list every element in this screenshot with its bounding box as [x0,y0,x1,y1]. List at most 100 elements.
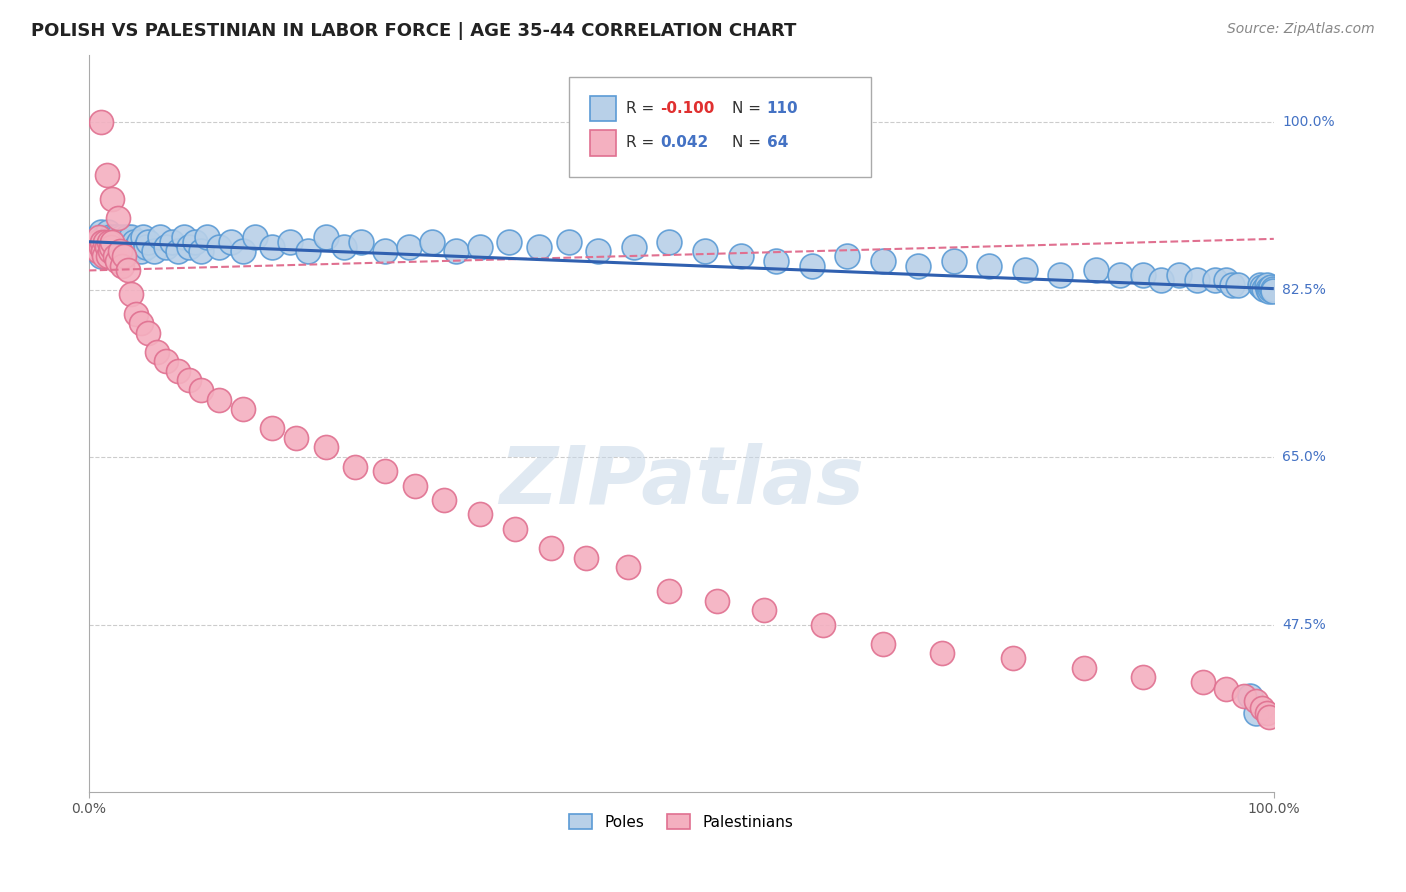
Point [617,560,640,574]
Point [931,646,953,660]
Point [96,249,118,263]
Point [1014,263,1036,277]
Point [97,225,120,239]
Point [160,235,183,249]
Point [1249,277,1271,292]
Point [98,244,121,259]
Point [108,244,131,259]
Text: N =: N = [733,136,766,151]
Point [1168,268,1191,283]
Point [149,230,172,244]
Point [208,392,231,407]
Point [730,249,752,263]
Point [195,230,218,244]
Point [190,244,212,259]
Point [1244,694,1267,708]
Point [97,235,120,249]
Point [1256,706,1278,721]
Point [142,244,165,259]
Point [505,522,527,536]
Point [444,244,467,259]
Point [89,235,111,249]
Point [173,230,195,244]
Text: -0.100: -0.100 [659,101,714,116]
Point [96,235,118,249]
Point [166,244,188,259]
Point [87,244,110,259]
Text: 64: 64 [766,136,787,151]
Point [136,235,159,249]
Point [89,230,111,244]
Point [278,235,301,249]
Point [1256,277,1278,292]
Point [155,239,177,253]
Point [1215,273,1237,287]
Point [108,235,131,249]
Point [90,239,112,253]
Text: 47.5%: 47.5% [1282,617,1326,632]
Point [404,479,426,493]
Point [232,402,254,417]
Point [433,493,456,508]
Point [107,211,129,225]
Point [90,115,112,129]
Point [100,239,122,253]
Point [422,235,444,249]
Point [942,253,965,268]
Point [104,235,127,249]
FancyBboxPatch shape [568,78,870,177]
Point [120,230,142,244]
Point [93,249,115,263]
Point [1150,273,1173,287]
Point [468,508,491,522]
Point [91,235,114,249]
Point [1185,273,1208,287]
Point [1251,279,1274,293]
Point [1049,268,1071,283]
Point [83,239,105,253]
Point [120,244,142,259]
Point [706,593,728,607]
Point [91,244,114,259]
Point [813,617,835,632]
Point [557,235,579,249]
Point [94,239,117,253]
Point [107,239,129,253]
Point [93,244,115,259]
Point [1244,706,1267,721]
Point [297,244,319,259]
Point [344,459,367,474]
Point [105,230,128,244]
Point [105,253,128,268]
Point [232,244,254,259]
Point [179,374,201,388]
Bar [591,130,616,156]
Point [575,550,598,565]
Point [166,364,188,378]
Point [135,239,157,253]
Point [179,239,201,253]
Point [86,235,108,249]
Text: 82.5%: 82.5% [1282,283,1326,296]
Point [93,230,115,244]
Point [121,239,143,253]
Legend: Poles, Palestinians: Poles, Palestinians [564,807,800,836]
Point [1215,681,1237,696]
Text: Source: ZipAtlas.com: Source: ZipAtlas.com [1227,22,1375,37]
Point [1073,660,1095,674]
Point [1257,282,1279,296]
Point [97,235,120,249]
Text: R =: R = [626,101,658,116]
Point [96,239,118,253]
Point [262,239,284,253]
Point [243,230,266,244]
Point [315,230,337,244]
Point [1261,282,1284,296]
Point [129,244,152,259]
Point [872,253,894,268]
Point [1191,674,1213,689]
Point [374,244,396,259]
Point [907,259,929,273]
Point [1227,277,1250,292]
Text: POLISH VS PALESTINIAN IN LABOR FORCE | AGE 35-44 CORRELATION CHART: POLISH VS PALESTINIAN IN LABOR FORCE | A… [31,22,796,40]
